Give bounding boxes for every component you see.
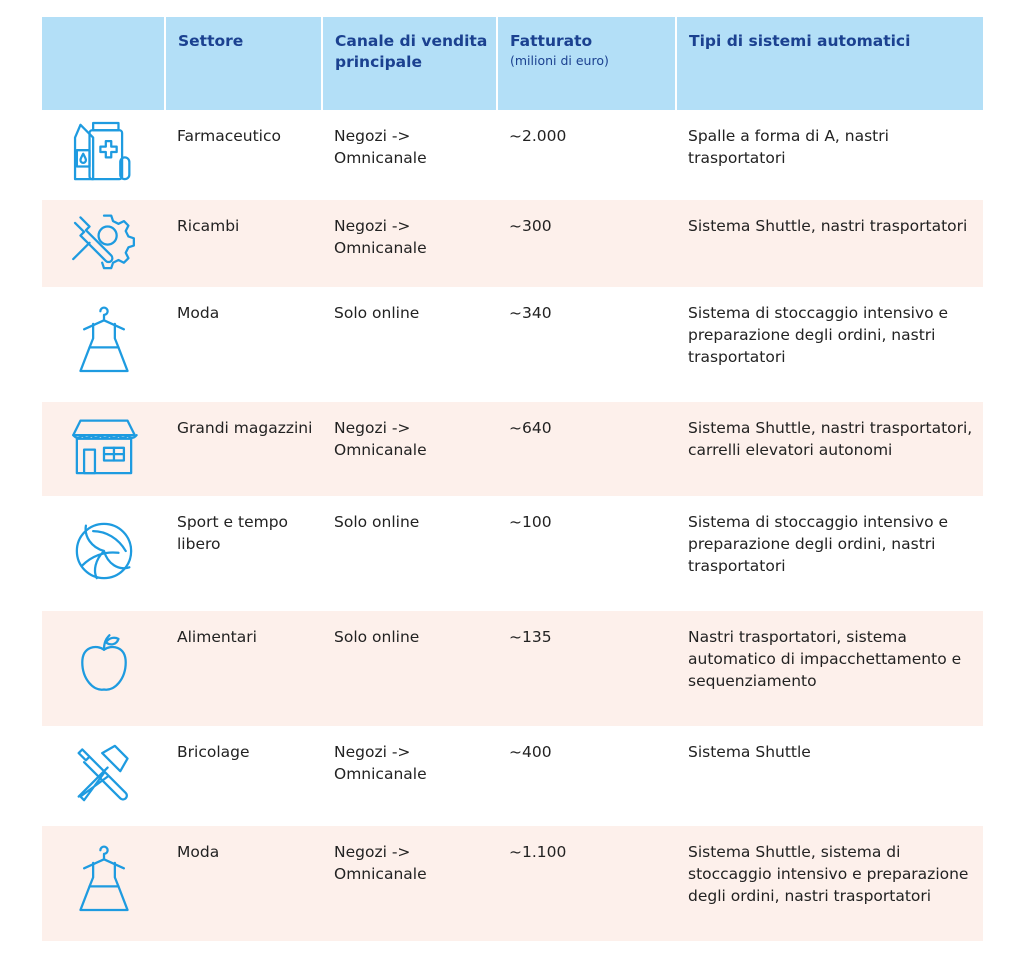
cell-canale: Solo online <box>334 304 420 322</box>
cell-settore: Bricolage <box>177 743 250 761</box>
cell-tipi: Sistema Shuttle, nastri trasportatori, c… <box>676 402 983 496</box>
cell-fatturato: ~1.100 <box>497 826 676 941</box>
cell-settore: Farmaceutico <box>177 127 281 145</box>
dress-icon <box>42 826 165 941</box>
cell-fatturato: ~340 <box>509 304 552 322</box>
table-row: Moda Solo online ~340 Sistema di stoccag… <box>42 287 983 402</box>
header-canale: Canale di vendita principale <box>321 17 497 110</box>
cell-fatturato: ~300 <box>497 200 676 287</box>
header-settore: Settore <box>164 17 322 110</box>
cell-settore: Moda <box>177 304 220 322</box>
dress-icon <box>42 287 165 402</box>
table-row: Bricolage Negozi -> Omnicanale ~400 Sist… <box>42 726 983 826</box>
cell-tipi: Sistema Shuttle, sistema di stoccaggio i… <box>676 826 983 941</box>
cell-canale: Negozi -> Omnicanale <box>334 743 427 783</box>
table-row: Farmaceutico Negozi -> Omnicanale ~2.000… <box>42 110 983 200</box>
cell-settore: Ricambi <box>165 200 322 287</box>
apple-icon <box>42 611 165 726</box>
cell-tipi: Sistema Shuttle <box>688 743 811 761</box>
cell-canale: Solo online <box>334 513 420 531</box>
gear-wrench-icon <box>42 200 165 287</box>
pharmacy-icon <box>42 110 165 200</box>
cell-canale: Solo online <box>322 611 497 726</box>
cell-canale: Negozi -> Omnicanale <box>322 200 497 287</box>
cell-settore: Moda <box>165 826 322 941</box>
cell-canale: Negozi -> Omnicanale <box>334 127 427 167</box>
cell-settore: Grandi magazzini <box>165 402 322 496</box>
table-row: Ricambi Negozi -> Omnicanale ~300 Sistem… <box>42 200 983 287</box>
cell-settore: Sport e tempo libero <box>177 513 289 553</box>
cell-tipi: Sistema di stoccaggio intensivo e prepar… <box>688 513 949 575</box>
cell-settore: Alimentari <box>165 611 322 726</box>
table-row: Alimentari Solo online ~135 Nastri trasp… <box>42 611 983 726</box>
cell-fatturato: ~400 <box>509 743 552 761</box>
header-tipi: Tipi di sistemi automatici <box>675 17 983 110</box>
cell-fatturato: ~100 <box>509 513 552 531</box>
cell-canale: Negozi -> Omnicanale <box>322 402 497 496</box>
volleyball-icon <box>42 496 165 611</box>
store-icon <box>42 402 165 496</box>
cell-canale: Negozi -> Omnicanale <box>322 826 497 941</box>
header-fatturato: Fatturato (milioni di euro) <box>496 17 676 110</box>
header-row: Settore Canale di vendita principale Fat… <box>42 17 983 110</box>
hammer-screwdriver-icon <box>42 726 165 826</box>
table-row: Sport e tempo libero Solo online ~100 Si… <box>42 496 983 611</box>
cell-tipi: Nastri trasportatori, sistema automatico… <box>676 611 983 726</box>
cell-tipi: Sistema di stoccaggio intensivo e prepar… <box>688 304 949 366</box>
table-row: Moda Negozi -> Omnicanale ~1.100 Sistema… <box>42 826 983 941</box>
cell-fatturato: ~135 <box>497 611 676 726</box>
cell-fatturato: ~2.000 <box>509 127 567 145</box>
cell-tipi: Spalle a forma di A, nastri trasportator… <box>688 127 889 167</box>
header-icon <box>42 17 165 110</box>
header-fatturato-label: Fatturato <box>510 32 593 50</box>
sector-table: Settore Canale di vendita principale Fat… <box>42 17 983 941</box>
cell-fatturato: ~640 <box>497 402 676 496</box>
header-fatturato-unit: (milioni di euro) <box>510 53 609 68</box>
cell-tipi: Sistema Shuttle, nastri trasportatori <box>676 200 983 287</box>
table-row: Grandi magazzini Negozi -> Omnicanale ~6… <box>42 402 983 496</box>
